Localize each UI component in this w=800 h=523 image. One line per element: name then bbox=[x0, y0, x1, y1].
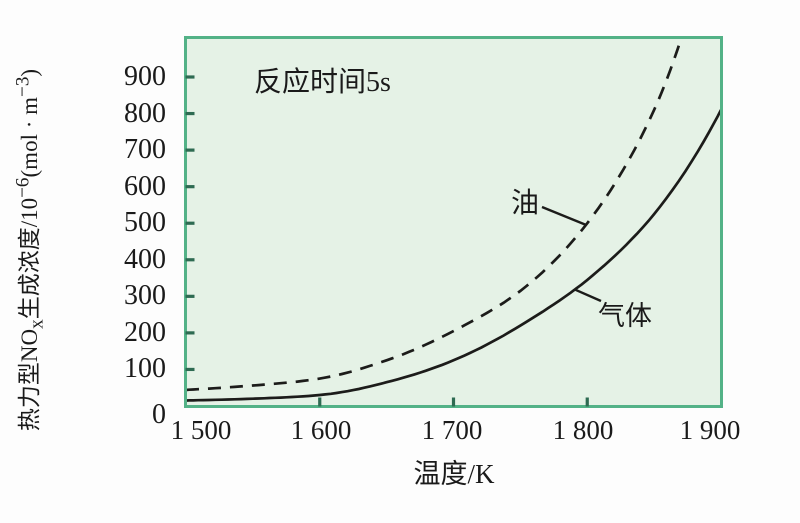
x-tick-label: 1 700 bbox=[421, 415, 483, 445]
y-title-unit-close: ) bbox=[17, 68, 42, 77]
y-title-prefix: 热力型NO bbox=[17, 328, 42, 432]
y-tick-label: 800 bbox=[124, 97, 166, 129]
y-title-unit-open: (mol · m bbox=[17, 96, 42, 178]
plot-area bbox=[184, 36, 723, 408]
annotation-reaction-time: 反应时间5s bbox=[254, 67, 391, 98]
y-axis-title: 热力型NOx生成浓度/10−6(mol · m−3) bbox=[8, 40, 52, 460]
x-tick-label: 1 600 bbox=[290, 415, 352, 445]
x-tick-label: 1 800 bbox=[552, 415, 614, 445]
series-label-gas: 气体 bbox=[598, 301, 652, 331]
x-axis-title: 温度/K bbox=[413, 459, 495, 489]
y-tick-label: 400 bbox=[124, 243, 166, 275]
x-tick-label: 1 500 bbox=[170, 415, 232, 445]
y-title-mid: 生成浓度/10 bbox=[17, 197, 42, 320]
y-tick-label: 700 bbox=[124, 134, 166, 166]
y-title-sup-6: −6 bbox=[12, 177, 34, 198]
y-title-sup-3: −3 bbox=[12, 76, 34, 97]
y-tick-label: 300 bbox=[124, 280, 166, 312]
y-tick-label: 100 bbox=[124, 353, 166, 385]
y-tick-label: 500 bbox=[124, 207, 166, 239]
x-tick-label: 1 900 bbox=[679, 415, 741, 445]
series-label-oil: 油 bbox=[511, 188, 540, 219]
y-tick-label: 900 bbox=[124, 61, 166, 92]
y-title-sub-x: x bbox=[26, 319, 48, 329]
y-tick-label: 600 bbox=[124, 170, 166, 202]
y-tick-label: 200 bbox=[124, 316, 166, 348]
y-tick-label: 0 bbox=[152, 399, 166, 430]
